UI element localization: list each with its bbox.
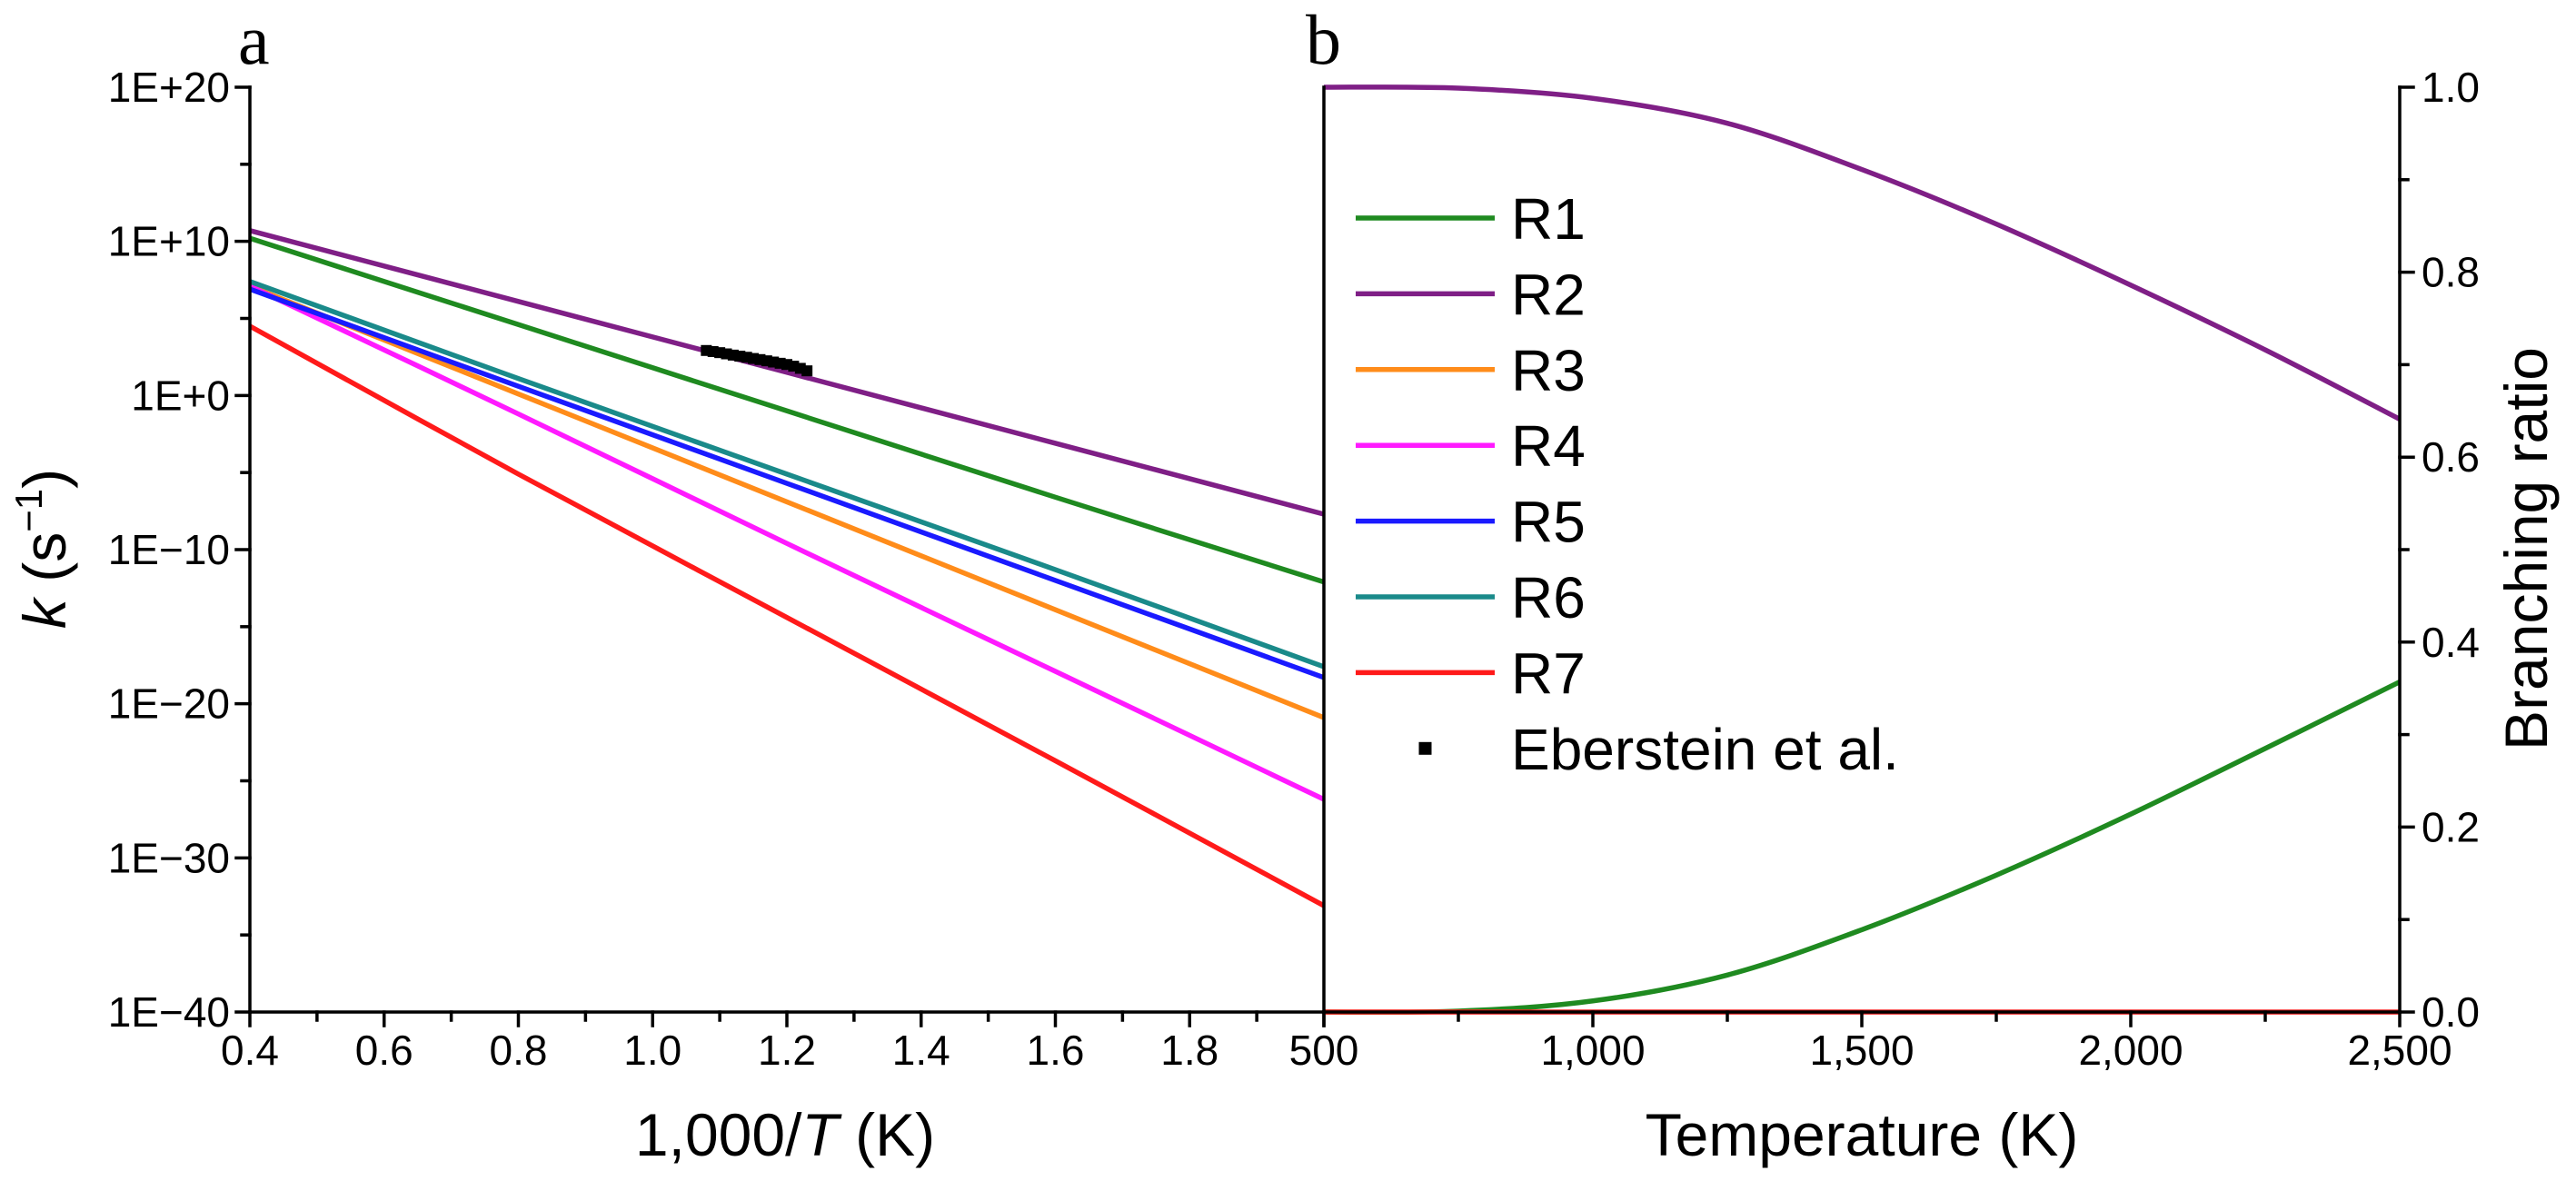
panel-b-y-tick-label: 0.8 bbox=[2422, 249, 2480, 296]
x-title-unit: (K) bbox=[839, 1101, 935, 1168]
panel-b-x-tick-label: 1,000 bbox=[1540, 1027, 1645, 1074]
legend-label-r3: R3 bbox=[1511, 338, 1586, 403]
legend-label-r2: R2 bbox=[1511, 262, 1586, 327]
panel-a-x-tick-label: 1.6 bbox=[1027, 1027, 1085, 1074]
legend-label-r7: R7 bbox=[1511, 640, 1586, 706]
legend-label-eberstein: Eberstein et al. bbox=[1511, 717, 1899, 782]
panel-a-x-tick-label: 0.4 bbox=[221, 1027, 279, 1074]
panel-b-y-axis-title: Branching ratio bbox=[2492, 347, 2560, 750]
eberstein-data-point bbox=[801, 365, 813, 377]
panel-a-y-tick-label: 1E+0 bbox=[131, 372, 230, 419]
panel-b-series-line-r1 bbox=[1323, 680, 2402, 1015]
panel-a: a 0.4 0.6 0.8 1.0 1.2 1.4 1.6 1.8 1E+20 1E+10 1E+0… bbox=[7, 0, 1326, 1168]
panel-a-series-line-r3 bbox=[248, 283, 1326, 720]
panel-b-y-tick-label: 0.4 bbox=[2422, 619, 2480, 666]
panel-a-series-line-r5 bbox=[249, 286, 1325, 680]
x-title-prefix: 1,000/ bbox=[635, 1101, 802, 1168]
panel-a-y-tick-label: 1E+20 bbox=[108, 64, 230, 111]
panel-a-label: a bbox=[238, 0, 270, 79]
panel-a-x-axis-title: 1,000/T (K) bbox=[635, 1101, 935, 1168]
panel-a-y-tick-label: 1E−10 bbox=[108, 526, 230, 573]
panel-a-series-line-r1 bbox=[249, 235, 1325, 585]
legend-marker-eberstein bbox=[1418, 741, 1432, 755]
y-title-unit-open: (s bbox=[11, 532, 78, 599]
panel-b-y-tick-label: 0.6 bbox=[2422, 433, 2480, 481]
panel-a-y-tick-label: 1E−20 bbox=[108, 680, 230, 728]
panel-a-x-tick-label: 1.4 bbox=[892, 1027, 950, 1074]
legend-label-r1: R1 bbox=[1511, 186, 1586, 252]
panel-a-x-tick-label: 1.0 bbox=[623, 1027, 681, 1074]
panel-a-y-tick-label: 1E+10 bbox=[108, 218, 230, 265]
panel-a-series-line-r2 bbox=[249, 228, 1325, 517]
panel-a-series-line-r4 bbox=[248, 283, 1326, 802]
panel-a-x-tick-label: 0.8 bbox=[490, 1027, 548, 1074]
y-title-unit-close: ) bbox=[11, 469, 78, 489]
panel-a-series-line-r7 bbox=[248, 323, 1326, 908]
y-title-unit-exponent: −1 bbox=[7, 489, 50, 532]
panel-b-y-tick-label: 1.0 bbox=[2422, 64, 2480, 111]
panel-a-x-tick-label: 1.2 bbox=[758, 1027, 816, 1074]
panel-b-label: b bbox=[1306, 0, 1341, 79]
legend-label-r5: R5 bbox=[1511, 490, 1586, 555]
legend-label-r6: R6 bbox=[1511, 565, 1586, 630]
panel-b-x-tick-label: 2,000 bbox=[2078, 1027, 2183, 1074]
x-title-variable: T bbox=[801, 1101, 842, 1168]
panel-b-x-axis-title: Temperature (K) bbox=[1646, 1101, 2079, 1168]
panel-b-x-tick-label: 2,500 bbox=[2347, 1027, 2452, 1074]
panel-a-x-tick-label: 1.8 bbox=[1160, 1027, 1218, 1074]
panel-a-series-line-r6 bbox=[249, 279, 1325, 670]
panel-b-y-tick-label: 0.0 bbox=[2422, 988, 2480, 1036]
legend-label-r4: R4 bbox=[1511, 413, 1586, 479]
panel-a-y-tick-label: 1E−40 bbox=[108, 988, 230, 1036]
panel-b-x-tick-label: 500 bbox=[1289, 1027, 1359, 1074]
panel-a-plot-area: 0.4 0.6 0.8 1.0 1.2 1.4 1.6 1.8 1E+20 1E+10 1E+0 1E… bbox=[108, 64, 1326, 1074]
y-title-symbol: k bbox=[11, 596, 78, 629]
panel-a-y-tick-label: 1E−30 bbox=[108, 834, 230, 881]
panel-b-y-tick-label: 0.2 bbox=[2422, 803, 2480, 850]
panel-a-x-tick-label: 0.6 bbox=[355, 1027, 413, 1074]
panel-b-x-tick-label: 1,500 bbox=[1809, 1027, 1914, 1074]
panel-a-y-axis-title: k (s−1) bbox=[7, 469, 78, 629]
legend: R1 R2 R3 R4 R5 R6 R7 Eberstein et al. bbox=[1356, 186, 1899, 782]
panel-b-series-line-r2 bbox=[1323, 84, 2402, 422]
